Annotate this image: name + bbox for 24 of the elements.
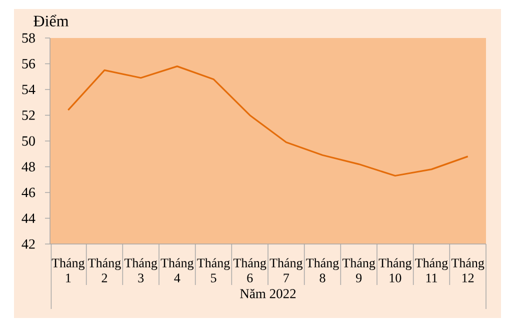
x-tick-label: Tháng 6 xyxy=(233,258,266,282)
y-tick-label: 46 xyxy=(22,188,36,198)
x-tick-label: Tháng 11 xyxy=(415,258,448,282)
x-tick-label: Tháng 5 xyxy=(197,258,230,282)
y-tick-label: 42 xyxy=(22,239,35,249)
y-tick-label: 58 xyxy=(22,33,35,43)
y-tick-label: 48 xyxy=(22,162,35,172)
x-tick-label: Tháng 10 xyxy=(378,258,412,282)
x-tick-label: Tháng 12 xyxy=(451,258,484,282)
x-tick-label: Tháng 4 xyxy=(160,258,194,282)
line-series xyxy=(67,66,469,177)
x-tick-label: Tháng 2 xyxy=(88,258,121,282)
x-tick-label: Tháng 8 xyxy=(306,258,339,282)
x-tick-label: Tháng 9 xyxy=(342,258,376,282)
y-axis-title: Điểm xyxy=(34,14,69,26)
x-tick-label: Tháng 7 xyxy=(270,258,303,282)
y-tick-label: 54 xyxy=(22,84,36,94)
x-tick-label: Tháng 3 xyxy=(124,258,158,282)
y-tick-label: 50 xyxy=(22,136,35,146)
y-tick-label: 52 xyxy=(22,110,35,120)
y-tick-label: 56 xyxy=(22,59,36,68)
x-axis-title: Năm 2022 xyxy=(240,288,296,298)
x-tick-label: Tháng 1 xyxy=(52,258,85,282)
y-tick-label: 44 xyxy=(22,214,36,223)
